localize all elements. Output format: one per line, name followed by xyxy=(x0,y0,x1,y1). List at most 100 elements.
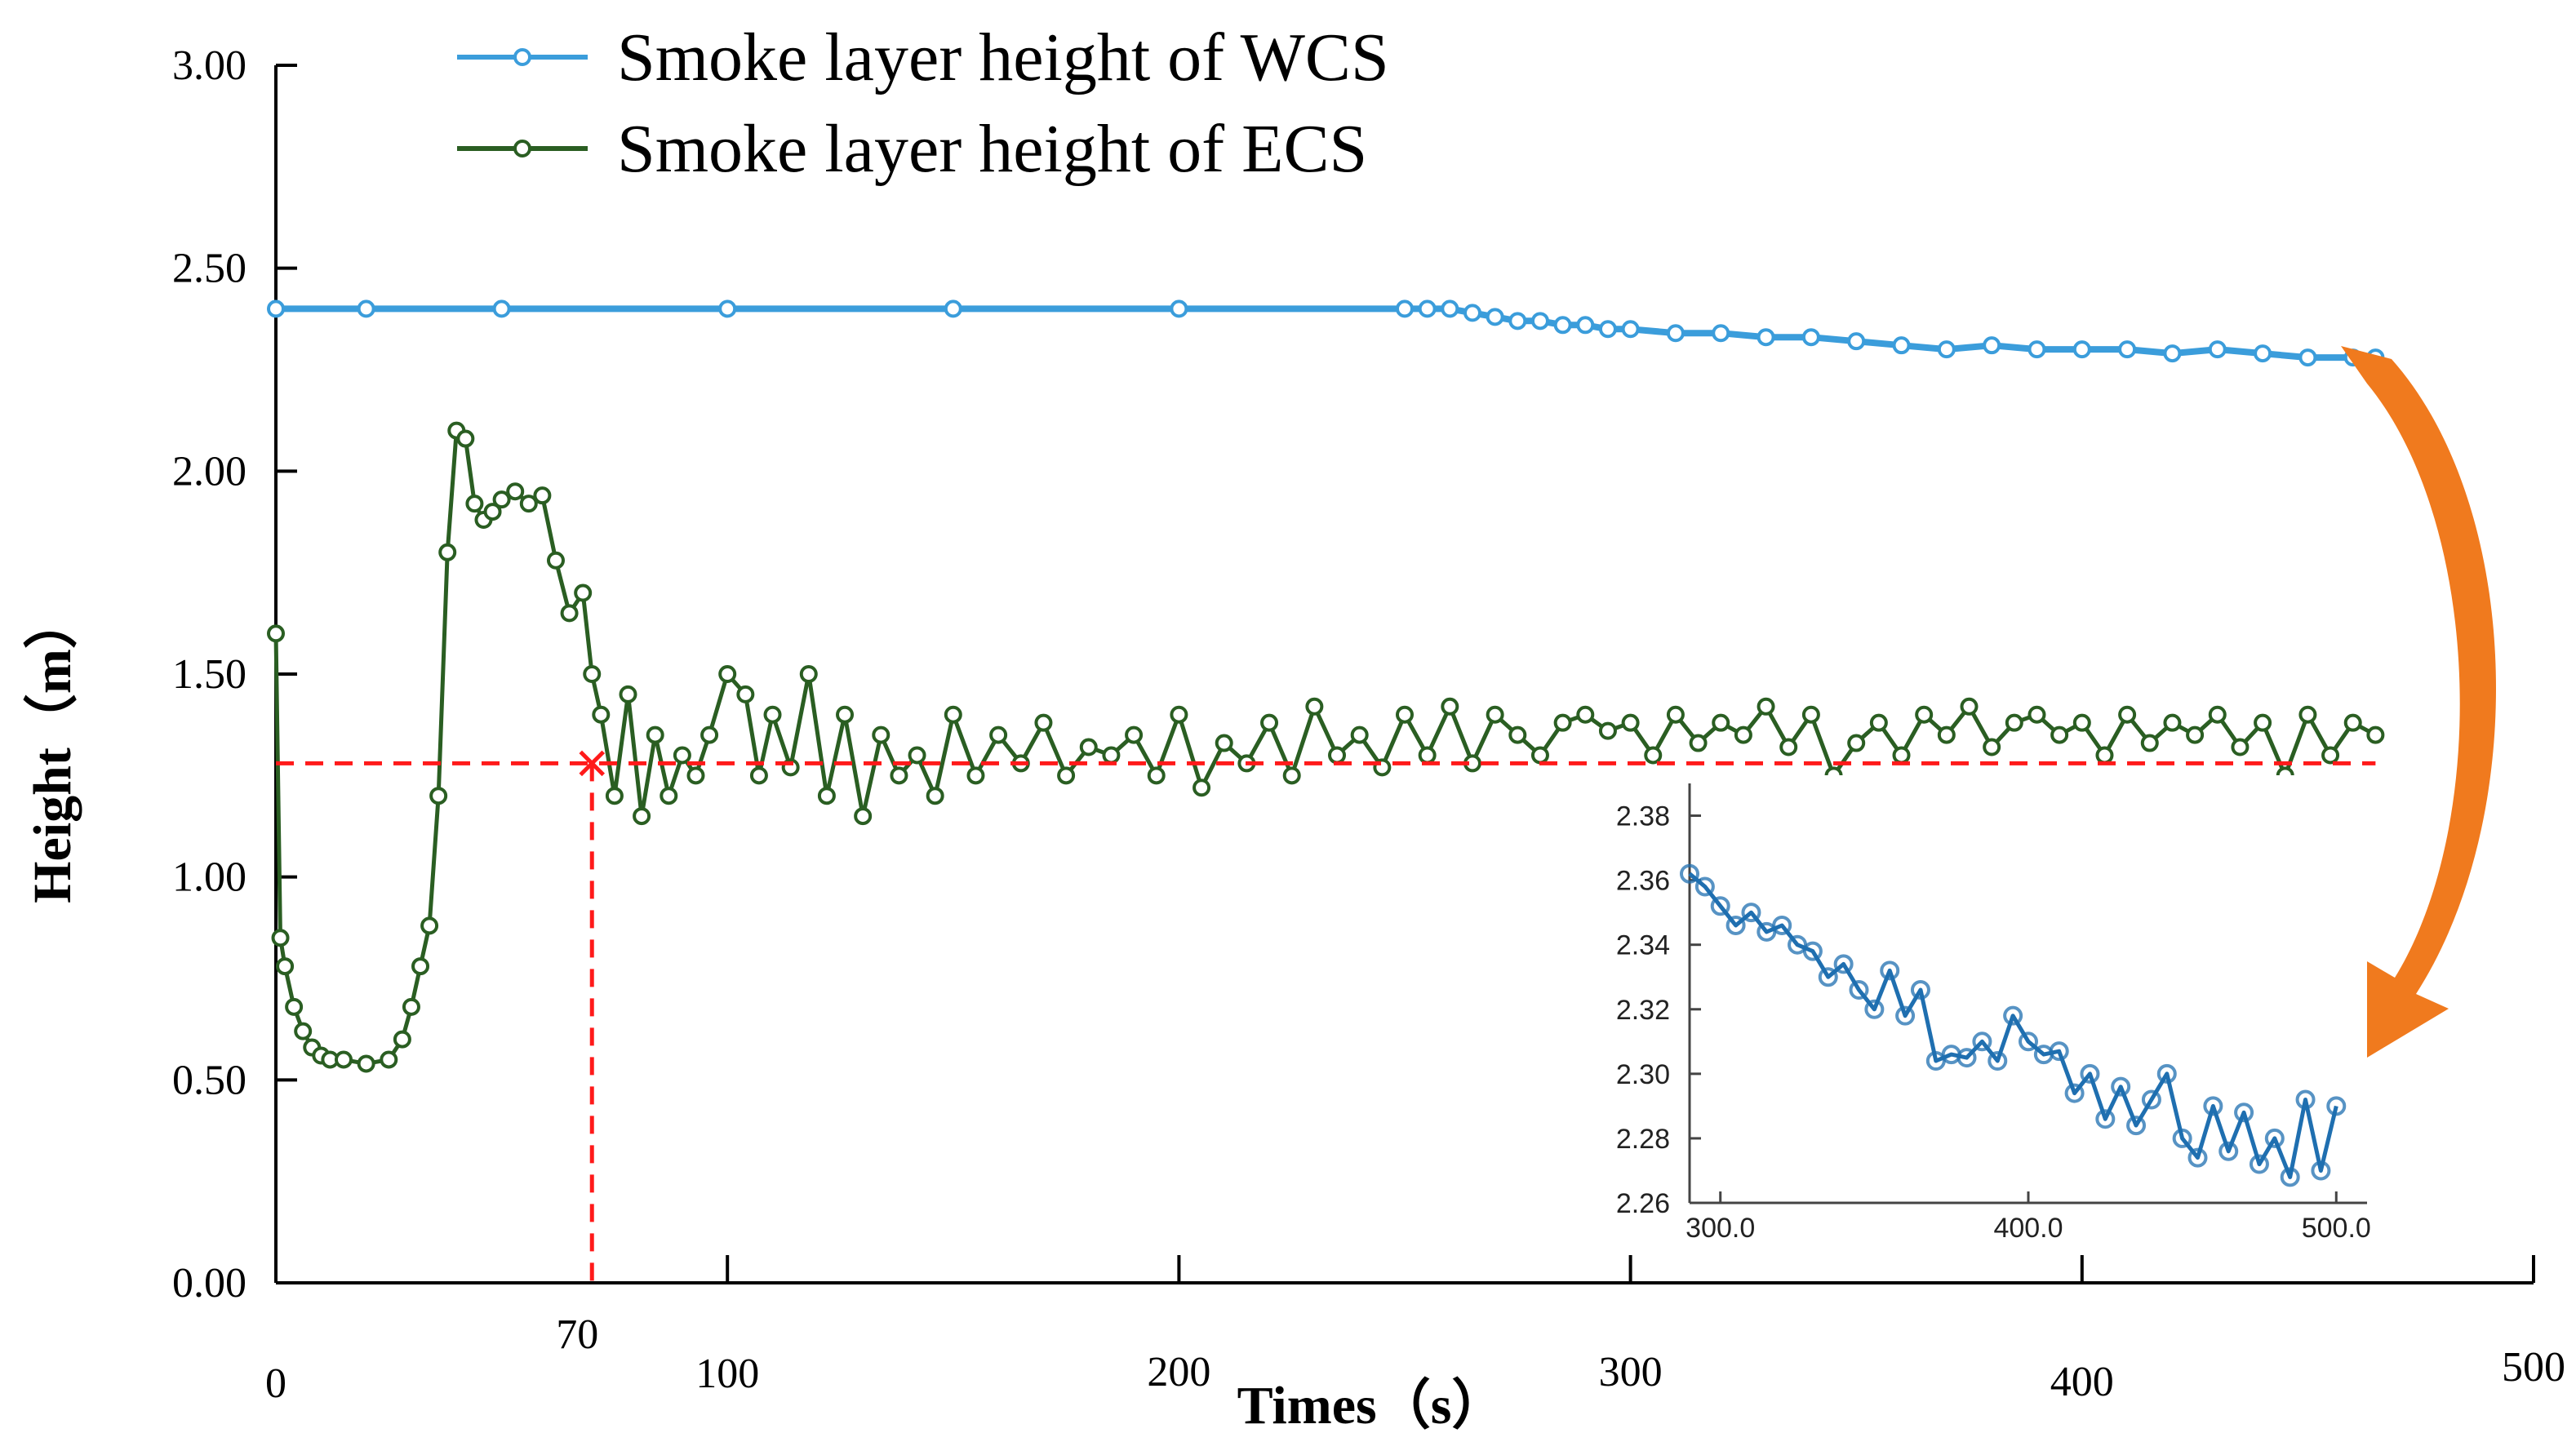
data-point xyxy=(872,725,890,744)
x-tick-label: 500 xyxy=(2502,1344,2565,1391)
inset-data-point xyxy=(1895,1005,1916,1026)
data-point xyxy=(2186,725,2205,744)
data-point xyxy=(465,495,484,513)
data-point xyxy=(519,495,538,513)
data-point xyxy=(438,543,457,561)
data-point xyxy=(411,957,430,976)
zoom-arrow xyxy=(2341,346,2496,1058)
data-point xyxy=(546,551,565,570)
legend-label: Smoke layer height of WCS xyxy=(617,20,1389,95)
data-point xyxy=(285,997,304,1016)
data-point xyxy=(1712,324,1730,343)
inset-data-point xyxy=(2218,1141,2239,1161)
data-point xyxy=(1328,746,1347,765)
reference-cross-marker xyxy=(579,750,606,777)
data-point xyxy=(1847,332,1866,351)
legend: Smoke layer height of WCS Smoke layer hei… xyxy=(457,20,1389,187)
data-point xyxy=(1983,336,2001,355)
data-point xyxy=(836,705,855,724)
data-point xyxy=(560,604,579,623)
inset-data-point xyxy=(2249,1154,2269,1174)
data-point xyxy=(944,299,962,318)
data-point xyxy=(2140,734,2159,752)
data-point xyxy=(2163,344,2182,363)
inset-data-point xyxy=(1864,999,1885,1019)
data-point xyxy=(1621,713,1640,732)
data-point xyxy=(2208,705,2227,724)
data-point xyxy=(1576,705,1595,724)
y-axis-title: Height（m） xyxy=(22,595,82,903)
data-point xyxy=(1441,697,1459,716)
data-point xyxy=(1508,725,1527,744)
data-point xyxy=(1666,705,1685,724)
data-point xyxy=(1463,304,1481,322)
data-point xyxy=(799,665,818,683)
data-point xyxy=(1215,734,1233,752)
inset-y-tick-label: 2.28 xyxy=(1616,1124,1670,1155)
inset-data-point xyxy=(1772,915,1792,935)
data-point xyxy=(1282,766,1301,785)
data-point xyxy=(1757,328,1775,347)
data-point xyxy=(267,299,285,318)
data-point xyxy=(2072,340,2091,359)
data-point xyxy=(989,725,1008,744)
inset-data-point xyxy=(2203,1096,2223,1116)
data-point xyxy=(1530,746,1549,765)
data-point xyxy=(1734,725,1752,744)
data-point xyxy=(429,787,448,805)
data-point xyxy=(1553,316,1572,335)
data-point xyxy=(1915,705,1934,724)
data-point xyxy=(749,766,768,785)
inset-data-point xyxy=(2064,1083,2085,1103)
data-point xyxy=(1418,299,1437,318)
y-tick-label: 1.50 xyxy=(172,651,246,698)
data-point xyxy=(2343,713,2362,732)
data-point xyxy=(1057,766,1076,785)
data-point xyxy=(763,705,782,724)
data-point xyxy=(1892,746,1911,765)
data-point xyxy=(1125,725,1144,744)
data-point xyxy=(1689,734,1708,752)
data-point xyxy=(1147,766,1166,785)
data-point xyxy=(506,482,525,501)
inset-x-tick-label: 500.0 xyxy=(2302,1213,2371,1244)
data-point xyxy=(1396,299,1414,318)
data-point xyxy=(2254,344,2272,363)
data-point xyxy=(2163,713,2182,732)
data-point xyxy=(1576,316,1595,335)
y-tick-label: 1.00 xyxy=(172,854,246,901)
inset-data-point xyxy=(2049,1041,2069,1062)
inset-y-tick-label: 2.38 xyxy=(1616,801,1670,832)
inset-data-point xyxy=(2111,1076,2131,1097)
data-point xyxy=(393,1030,411,1049)
inset-data-point xyxy=(1833,954,1854,974)
legend-marker xyxy=(513,140,531,157)
data-point xyxy=(1598,320,1617,339)
data-point xyxy=(1260,713,1279,732)
data-point xyxy=(1350,725,1369,744)
data-point xyxy=(908,746,926,765)
data-point xyxy=(334,1050,353,1069)
data-point xyxy=(1983,738,2001,756)
inset-x-tick-label: 400.0 xyxy=(1993,1213,2063,1244)
data-point xyxy=(817,787,836,805)
x-axis-title: Times（s） xyxy=(1237,1375,1506,1433)
data-point xyxy=(294,1022,313,1040)
inset-data-point xyxy=(2311,1160,2331,1181)
inset-data-point xyxy=(1988,1051,2008,1071)
inset-data-point xyxy=(1910,980,1930,1000)
data-point xyxy=(2118,705,2137,724)
data-point xyxy=(574,583,593,602)
data-point xyxy=(1937,725,1956,744)
data-point xyxy=(456,429,475,448)
data-point xyxy=(1801,328,1820,347)
data-point xyxy=(660,787,678,805)
data-point xyxy=(592,705,611,724)
data-point xyxy=(1847,734,1866,752)
inset-data-point xyxy=(1849,980,1869,1000)
data-point xyxy=(1102,746,1121,765)
data-point xyxy=(276,957,295,976)
data-point xyxy=(1034,713,1053,732)
data-point xyxy=(1441,299,1459,318)
inset-data-point xyxy=(2187,1147,2208,1168)
